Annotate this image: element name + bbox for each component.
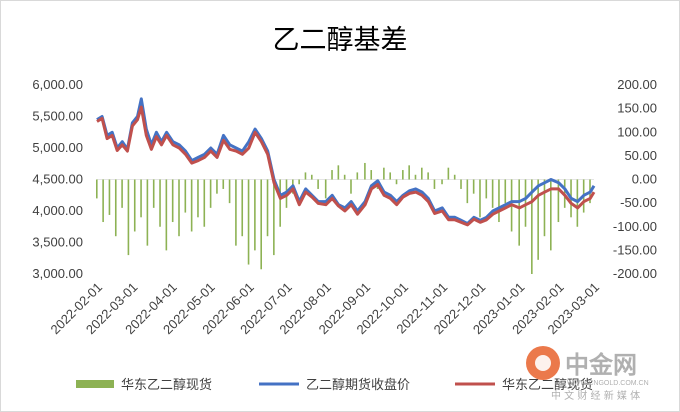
right-axis-tick-label: 150.00 [617, 101, 657, 116]
left-axis-tick-label: 6,000.00 [32, 77, 83, 92]
basis-bar [108, 179, 111, 215]
basis-bar [140, 179, 142, 218]
left-axis-tick-label: 5,500.00 [32, 109, 83, 124]
basis-bar [317, 179, 319, 189]
basis-bar [537, 179, 539, 260]
basis-bar [518, 179, 520, 246]
spot-price-line [96, 105, 596, 227]
basis-bar [197, 179, 199, 218]
basis-bar [235, 179, 237, 246]
left-axis-tick-label: 4,000.00 [32, 203, 83, 218]
basis-bar [447, 167, 450, 180]
left-axis-tick-label: 4,500.00 [32, 172, 83, 187]
right-axis-tick-label: 100.00 [617, 124, 657, 139]
right-axis-tick-label: -100.00 [613, 219, 657, 234]
basis-bar [254, 179, 256, 251]
basis-bar [350, 179, 352, 194]
basis-bar [414, 174, 417, 180]
basis-bar [152, 179, 155, 208]
basis-bar [310, 174, 313, 180]
basis-bar [190, 179, 193, 232]
basis-bar [427, 172, 429, 180]
basis-bar [216, 179, 218, 194]
basis-bar [479, 179, 481, 218]
basis-bar [557, 179, 560, 223]
basis-bar [364, 162, 366, 180]
basis-bar [121, 179, 123, 208]
legend-label-spot-bar: 华东乙二醇现货 [121, 377, 212, 393]
basis-bar [260, 179, 263, 270]
basis-bar [433, 179, 436, 189]
basis-bar [324, 179, 327, 199]
right-axis-tick-label: 50.00 [624, 148, 657, 163]
basis-bar [343, 174, 346, 180]
basis-bar [222, 179, 225, 189]
basis-bar [395, 179, 398, 185]
legend-swatch-bar [76, 380, 114, 388]
right-axis-tick-label: 0.00 [632, 172, 657, 187]
basis-bar [504, 179, 507, 204]
logo-url: WWW.CNGOLD.COM.CN [567, 380, 649, 387]
right-axis-tick-label: -50.00 [620, 195, 657, 210]
left-axis-tick-label: 3,000.00 [32, 266, 83, 281]
basis-bar [466, 179, 469, 204]
right-axis-tick-label: 200.00 [617, 77, 657, 92]
basis-bar [383, 167, 385, 180]
basis-bar [337, 165, 340, 180]
basis-bar [304, 172, 307, 180]
basis-bar [96, 179, 98, 199]
basis-bar [165, 179, 168, 251]
basis-bar [491, 179, 494, 208]
basis-bar [472, 179, 475, 194]
basis-bar [178, 179, 180, 237]
chart-title: 乙二醇基差 [273, 25, 408, 56]
right-axis-tick-label: -200.00 [613, 266, 657, 281]
basis-bar [266, 179, 269, 237]
lines [96, 97, 596, 227]
basis-bar [370, 170, 373, 180]
basis-bar [441, 179, 443, 185]
basis-bar [421, 167, 423, 180]
basis-bar [133, 179, 136, 232]
basis-bar [184, 179, 187, 213]
basis-bar [228, 179, 231, 204]
left-axis-tick-label: 3,500.00 [32, 235, 83, 250]
basis-bar [550, 179, 552, 251]
basis-bar [146, 179, 149, 246]
logo-tagline: 中 文 财 经 新 媒 体 [551, 389, 640, 402]
basis-bar [531, 179, 533, 274]
basis-bar [127, 179, 130, 256]
basis-bar [453, 174, 456, 180]
basis-bar [247, 179, 250, 265]
basis-bar [209, 179, 212, 208]
cngold-logo: 中金网 WWW.CNGOLD.COM.CN 中 文 财 经 新 媒 体 [526, 346, 649, 402]
basis-bar [298, 179, 300, 185]
basis-bar [273, 179, 275, 256]
basis-bar [171, 179, 174, 223]
right-axis-tick-label: -150.00 [613, 242, 657, 257]
basis-bar [159, 179, 161, 227]
legend-label-futures: 乙二醇期货收盘价 [306, 377, 410, 393]
basis-bar [543, 179, 546, 237]
basis-bar [408, 165, 410, 180]
basis-bar [114, 179, 117, 237]
basis-bar [279, 179, 281, 227]
basis-bar [203, 179, 206, 227]
basis-bar [331, 170, 333, 180]
basis-bar [402, 170, 404, 180]
basis-bar [356, 172, 359, 180]
logo-text: 中金网 [565, 351, 637, 379]
basis-bar [102, 179, 104, 223]
basis-bar [241, 179, 244, 237]
legend: 华东乙二醇现货 乙二醇期货收盘价 华东乙二醇现货 [76, 377, 593, 393]
basis-bar [498, 179, 500, 223]
legend-label-spot-line: 华东乙二醇现货 [502, 377, 593, 393]
basis-bar [389, 172, 391, 180]
left-axis-tick-label: 5,000.00 [32, 140, 83, 155]
basis-bar [485, 179, 488, 199]
basis-bar [576, 179, 579, 227]
basis-bar [460, 179, 462, 189]
